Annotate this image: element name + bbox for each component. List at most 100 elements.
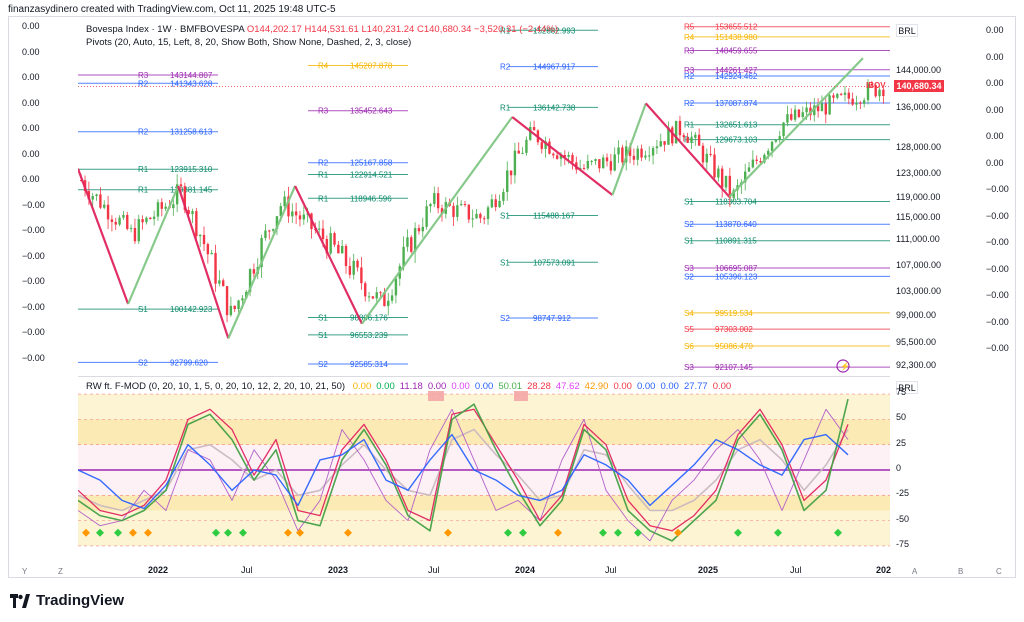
candle-body	[471, 218, 474, 220]
time-axis[interactable]: 2022 Jul 2023 Jul 2024 Jul 2025 Jul 202	[8, 564, 1016, 578]
candle-body	[275, 216, 279, 230]
pivots-legend[interactable]: Pivots (20, Auto, 15, Left, 8, 20, Show …	[86, 37, 412, 48]
candle-body	[659, 141, 662, 147]
pivot-level-label: R3	[684, 47, 695, 56]
candle-body	[433, 193, 436, 205]
oscillator-pane[interactable]	[77, 376, 890, 563]
left-scale-label: 0.00	[22, 72, 40, 82]
pivot-level-label: R2	[684, 99, 695, 108]
candle-body	[567, 154, 570, 157]
left-scale-label: −0.00	[22, 276, 45, 286]
left-scale-label: −0.00	[22, 199, 45, 210]
candle-body	[598, 159, 601, 169]
pivot-level-label: R2	[684, 72, 695, 81]
candle-body	[724, 175, 728, 188]
candle-body	[747, 167, 751, 172]
left-scale: 0.00 0.00 0.00 0.00 0.00 0.00 0.00 −0.00 −0.00 −0…	[22, 18, 62, 378]
pivot-level-label: R3	[684, 66, 695, 75]
candle-body	[179, 184, 183, 187]
candle-body	[164, 206, 167, 209]
time-axis-label: Jul	[241, 565, 253, 575]
time-axis-label: Jul	[428, 565, 440, 575]
oscillator-axis[interactable]: 75 50 25 0 -25 -50 -75	[892, 376, 954, 562]
candle-body	[394, 278, 398, 296]
candle-body	[206, 244, 210, 255]
candle-body	[767, 150, 770, 155]
candle-body	[237, 300, 240, 310]
candle-body	[106, 204, 110, 220]
candle-body	[621, 147, 624, 163]
candle-body	[348, 266, 352, 275]
candle-body	[156, 202, 160, 217]
corner-button-y[interactable]: Y	[22, 567, 28, 576]
candle-body	[617, 147, 620, 155]
far-right-scale-label: −0.00	[986, 316, 1009, 327]
price-axis-label: 119,000.00	[896, 192, 941, 202]
candle-body	[778, 136, 781, 140]
pivot-level-value: 137087.874	[715, 99, 758, 108]
candle-body	[229, 305, 233, 316]
pivot-level-label: S2	[684, 220, 694, 229]
symbol-label[interactable]: Bovespa Index · 1W · BMFBOVESPA	[86, 24, 245, 35]
osc-legend-value: 11.18	[399, 381, 423, 392]
price-axis-label: 111,000.00	[896, 234, 940, 244]
pivot-level-label: R2	[138, 128, 149, 137]
signal-diamond	[284, 528, 292, 537]
candle-body	[114, 221, 117, 225]
candle-body	[751, 159, 755, 168]
price-pane[interactable]: R5 153655.512 R4 151438.980 R3 148459.655 R3 14…	[76, 16, 890, 374]
osc-currency-label[interactable]: BRL	[896, 381, 918, 394]
oscillator-name[interactable]: RW ft. F-MOD (0, 20, 10, 1, 5, 0, 20, 10…	[86, 381, 346, 392]
price-axis-label: 103,000.00	[896, 286, 942, 296]
candle-body	[317, 228, 321, 230]
candle-body	[149, 217, 152, 220]
pivot-level-value: 144261.427	[715, 66, 758, 75]
price-axis-label: 107,000.00	[896, 260, 942, 270]
candle-body	[517, 150, 520, 154]
candle-body	[521, 152, 524, 154]
far-right-scale-label: 0.00	[986, 51, 1004, 62]
candle-body	[682, 135, 685, 138]
candle-body	[728, 175, 732, 198]
tradingview-brand[interactable]: TradingView	[10, 592, 124, 609]
signal-diamond	[212, 528, 220, 537]
candle-body	[613, 154, 616, 171]
price-axis-label: 115,000.00	[896, 212, 941, 222]
candle-body	[145, 217, 148, 223]
pivot-level-value: 148459.655	[715, 47, 758, 56]
price-chart-svg[interactable]: R5 153655.512 R4 151438.980 R3 148459.655 R3 14…	[76, 16, 890, 374]
corner-button-z[interactable]: Z	[58, 567, 63, 576]
signal-diamond	[519, 528, 527, 537]
signal-diamond	[674, 528, 682, 537]
corner-button-b[interactable]: B	[958, 567, 964, 576]
candle-body	[859, 102, 862, 104]
candle-body	[713, 154, 716, 178]
candle-body	[268, 230, 271, 232]
chart-frame	[8, 16, 1016, 578]
candle-body	[525, 139, 528, 153]
pivot-level-label: S3	[684, 363, 694, 372]
corner-button-a[interactable]: A	[912, 567, 918, 576]
price-axis-label: 144,000.00	[896, 65, 942, 75]
pivot-level-value: 92107.145	[715, 363, 753, 372]
osc-green-line	[77, 398, 849, 542]
pivot-level-label: R1	[318, 171, 329, 180]
price-axis[interactable]: 144,000.00 136,000.00 128,000.00 123,000.00…	[892, 16, 954, 374]
currency-label[interactable]: BRL	[896, 24, 918, 37]
pivot-level-label: S2	[138, 358, 148, 367]
oscillator-legend: RW ft. F-MOD (0, 20, 10, 1, 5, 0, 20, 10…	[86, 381, 731, 392]
candle-body	[506, 170, 509, 192]
candle-body	[763, 154, 766, 163]
price-axis-label: 99,000.00	[896, 310, 937, 320]
oscillator-svg[interactable]	[77, 377, 890, 563]
candle-body	[429, 204, 432, 207]
pivot-level-value: 106695.087	[715, 264, 758, 273]
candle-body	[720, 168, 724, 188]
candle-body	[122, 214, 125, 218]
left-scale-label: −0.00	[22, 250, 45, 261]
signal-diamond	[129, 528, 137, 537]
pivot-level-label: S2	[318, 360, 328, 369]
ohlc-change: −3,520.31 (−2.44%)	[474, 24, 559, 35]
corner-button-c[interactable]: C	[996, 567, 1002, 576]
pivot-level-value: 92799.620	[170, 358, 208, 367]
